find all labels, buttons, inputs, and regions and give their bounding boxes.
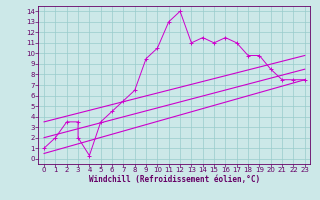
X-axis label: Windchill (Refroidissement éolien,°C): Windchill (Refroidissement éolien,°C) [89,175,260,184]
